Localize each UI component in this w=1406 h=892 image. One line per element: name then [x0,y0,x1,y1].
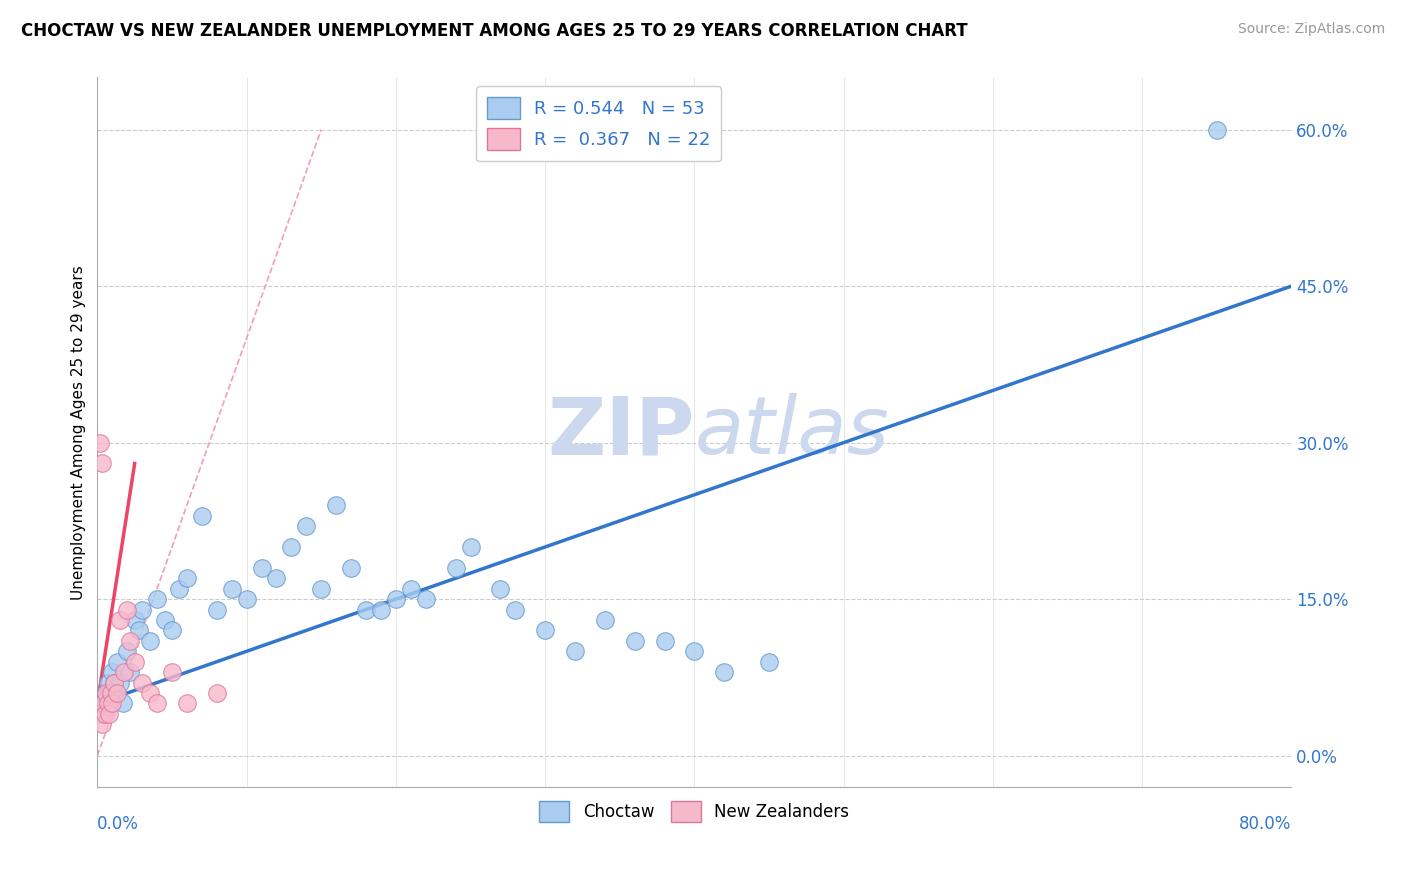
Point [101,697,124,711]
Point [89,435,111,450]
Point [280,540,302,554]
Point [120,633,142,648]
Point [176,571,198,585]
Point [128,624,150,638]
Point [1205,122,1227,136]
Point [94,686,117,700]
Point [100,686,122,700]
Point [325,498,347,512]
Point [131,602,153,616]
Point [115,644,138,658]
Point [354,602,377,616]
Point [489,582,512,596]
Point [205,602,228,616]
Point [138,633,160,648]
Legend: Choctaw, New Zealanders: Choctaw, New Zealanders [533,795,856,829]
Point [90,457,112,471]
Point [654,633,676,648]
Point [593,613,616,627]
Point [115,602,138,616]
Text: 80.0%: 80.0% [1239,815,1292,833]
Point [90,717,112,731]
Point [534,624,557,638]
Point [370,602,392,616]
Point [91,697,114,711]
Point [96,686,118,700]
Point [160,624,183,638]
Point [100,697,122,711]
Point [385,592,408,607]
Point [146,697,169,711]
Point [415,592,437,607]
Point [131,675,153,690]
Point [104,686,127,700]
Point [108,675,131,690]
Point [120,665,142,680]
Point [97,697,120,711]
Point [295,519,318,533]
Point [91,706,114,721]
Point [97,675,120,690]
Point [111,697,134,711]
Point [683,644,706,658]
Point [235,592,257,607]
Point [138,686,160,700]
Text: 0.0%: 0.0% [97,815,139,833]
Point [309,582,332,596]
Point [112,665,135,680]
Text: ZIP: ZIP [547,393,695,471]
Point [105,655,128,669]
Point [623,633,645,648]
Text: CHOCTAW VS NEW ZEALANDER UNEMPLOYMENT AMONG AGES 25 TO 29 YEARS CORRELATION CHAR: CHOCTAW VS NEW ZEALANDER UNEMPLOYMENT AM… [21,22,967,40]
Point [460,540,482,554]
Point [340,561,363,575]
Point [98,686,121,700]
Point [124,613,146,627]
Point [89,706,111,721]
Point [205,686,228,700]
Point [713,665,735,680]
Point [105,686,128,700]
Point [153,613,176,627]
Text: Source: ZipAtlas.com: Source: ZipAtlas.com [1237,22,1385,37]
Point [103,675,125,690]
Y-axis label: Unemployment Among Ages 25 to 29 years: Unemployment Among Ages 25 to 29 years [72,265,86,599]
Point [108,613,131,627]
Point [146,592,169,607]
Point [191,508,214,523]
Point [101,665,124,680]
Point [250,561,273,575]
Point [124,655,146,669]
Point [96,697,118,711]
Point [221,582,243,596]
Point [98,706,121,721]
Point [564,644,586,658]
Point [169,582,191,596]
Point [94,706,117,721]
Text: atlas: atlas [695,393,889,471]
Point [103,675,125,690]
Point [503,602,526,616]
Point [266,571,288,585]
Point [176,697,198,711]
Point [90,697,112,711]
Point [444,561,467,575]
Point [758,655,780,669]
Point [399,582,422,596]
Point [160,665,183,680]
